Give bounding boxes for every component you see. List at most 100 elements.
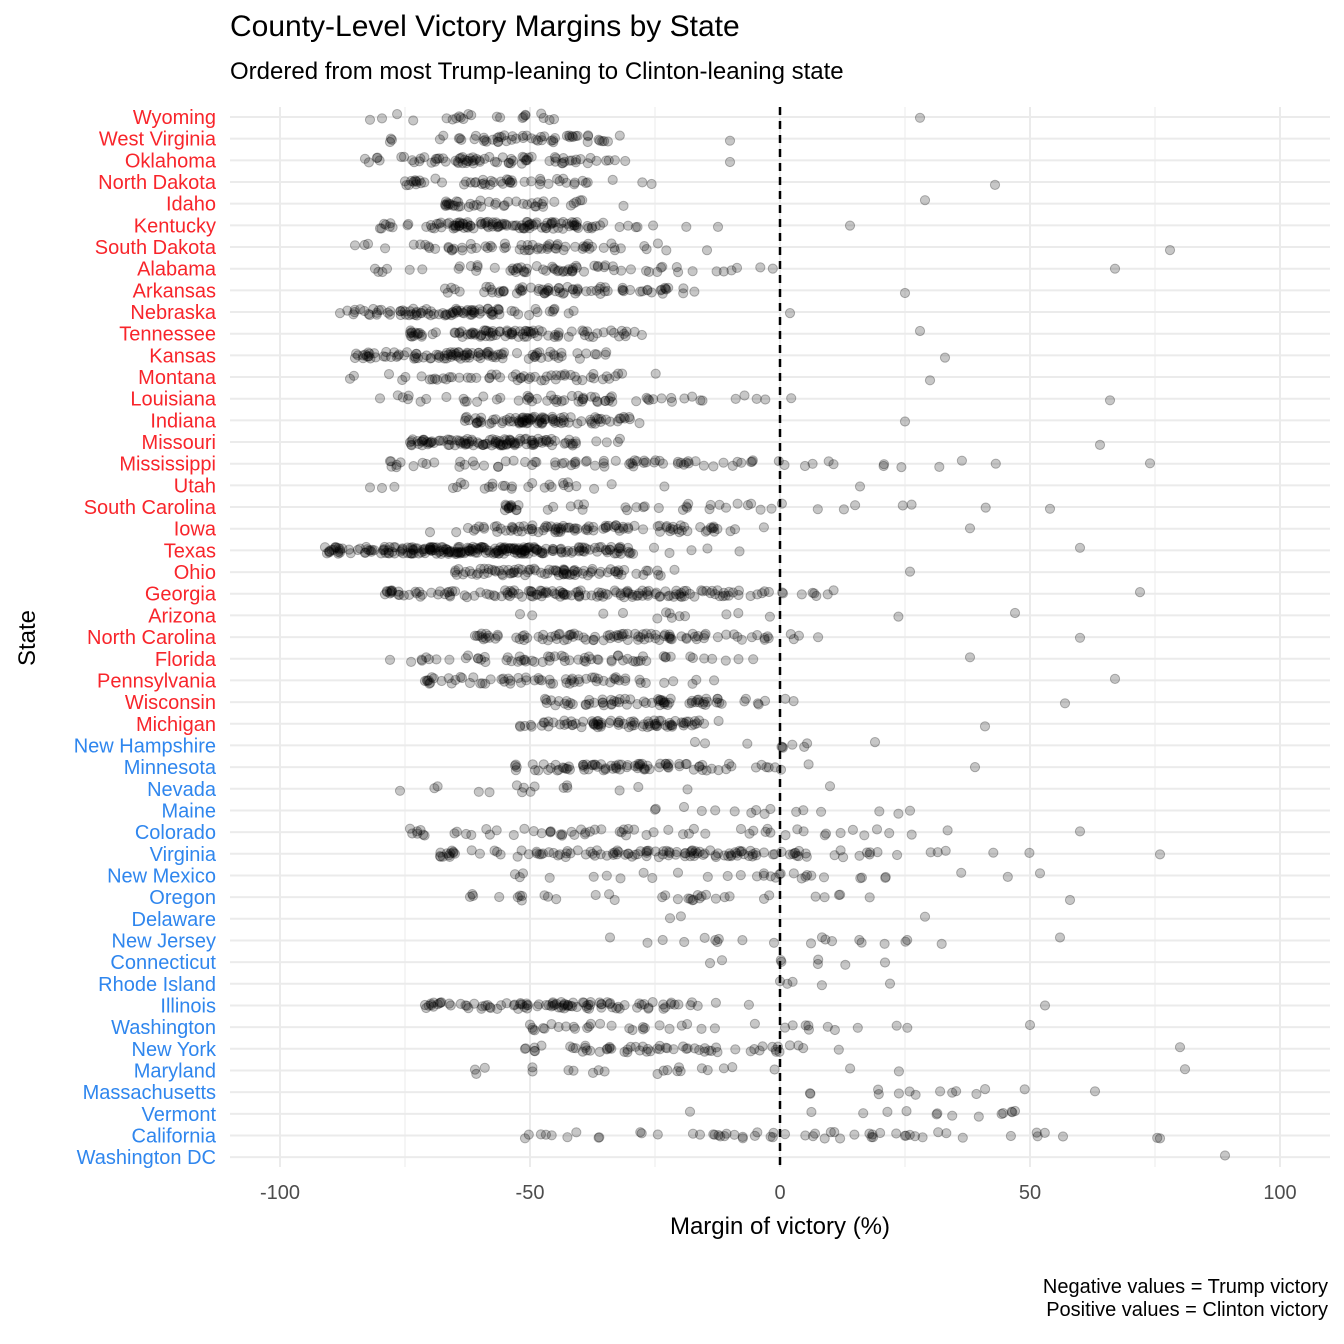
county-point — [490, 199, 501, 210]
county-point — [519, 434, 530, 445]
county-point — [465, 220, 476, 231]
county-point — [485, 240, 496, 251]
county-point — [469, 460, 480, 471]
county-point — [444, 217, 455, 228]
county-point — [540, 287, 552, 298]
county-point — [487, 219, 498, 230]
county-point — [527, 349, 538, 360]
county-point — [735, 823, 747, 835]
county-point — [568, 305, 579, 316]
county-point — [571, 1127, 582, 1138]
county-point — [784, 849, 796, 860]
county-point — [552, 331, 564, 342]
county-point — [835, 889, 846, 900]
county-point — [552, 266, 563, 277]
county-point — [517, 417, 528, 428]
county-point — [695, 395, 706, 406]
county-point — [493, 304, 504, 315]
county-point — [406, 327, 417, 338]
county-point — [674, 611, 685, 622]
county-point — [618, 328, 630, 339]
county-point — [482, 346, 493, 358]
county-point — [807, 1131, 819, 1142]
county-point — [473, 347, 484, 358]
county-point — [503, 157, 515, 168]
county-point — [678, 829, 689, 840]
county-point — [558, 565, 569, 576]
county-point — [473, 786, 484, 797]
county-point — [550, 329, 561, 340]
county-point — [756, 588, 768, 599]
county-point — [474, 155, 485, 166]
county-point — [1002, 871, 1013, 883]
county-point — [939, 352, 951, 363]
county-point — [642, 937, 653, 948]
county-point — [392, 109, 403, 120]
county-point — [603, 395, 615, 406]
county-point — [906, 499, 917, 510]
county-point — [349, 307, 360, 318]
county-point — [678, 801, 690, 813]
county-point — [773, 456, 784, 467]
county-point — [521, 130, 532, 141]
county-point — [471, 199, 482, 210]
county-point — [563, 331, 574, 342]
county-point — [583, 238, 594, 249]
county-point — [660, 629, 671, 640]
county-point — [482, 303, 493, 314]
county-point — [518, 266, 529, 277]
county-point — [559, 156, 570, 167]
county-point — [816, 932, 828, 943]
county-point — [594, 590, 605, 601]
county-point — [352, 350, 363, 361]
county-point — [624, 459, 635, 470]
county-point — [956, 867, 967, 878]
county-point — [612, 416, 623, 427]
county-point — [458, 218, 469, 230]
county-point — [610, 455, 621, 466]
county-point — [540, 222, 552, 233]
county-point — [641, 244, 652, 255]
county-point — [553, 327, 564, 338]
county-point — [543, 351, 554, 362]
county-point — [429, 457, 440, 468]
state-label: Massachusetts — [83, 1082, 216, 1104]
county-point — [538, 264, 549, 275]
county-point — [434, 153, 445, 164]
county-point — [615, 243, 626, 254]
county-point — [533, 285, 544, 297]
county-point — [648, 220, 659, 231]
county-point — [572, 418, 583, 429]
county-point — [454, 261, 465, 272]
county-point — [512, 851, 523, 862]
county-point — [694, 1129, 706, 1140]
county-point — [689, 1043, 700, 1054]
state-label: New Mexico — [107, 865, 216, 887]
county-point — [477, 678, 488, 689]
county-point — [780, 830, 791, 841]
county-point — [523, 413, 534, 424]
county-point — [469, 155, 480, 166]
county-point — [835, 827, 846, 839]
county-point — [743, 999, 755, 1010]
county-point — [432, 374, 443, 385]
county-point — [468, 327, 479, 338]
county-point — [595, 1018, 606, 1029]
county-point — [523, 373, 534, 385]
county-point — [584, 243, 595, 254]
county-point — [980, 1084, 991, 1095]
county-point — [755, 504, 766, 515]
county-point — [548, 416, 559, 427]
county-point — [446, 245, 458, 256]
county-point — [601, 155, 612, 166]
county-point — [417, 305, 429, 316]
county-point — [487, 134, 498, 145]
county-point — [854, 850, 865, 861]
county-point — [494, 326, 505, 337]
county-point — [414, 586, 425, 597]
county-point — [531, 457, 542, 468]
county-point — [488, 414, 499, 425]
county-point — [499, 200, 510, 211]
county-point — [567, 131, 579, 143]
county-point — [678, 1041, 689, 1052]
